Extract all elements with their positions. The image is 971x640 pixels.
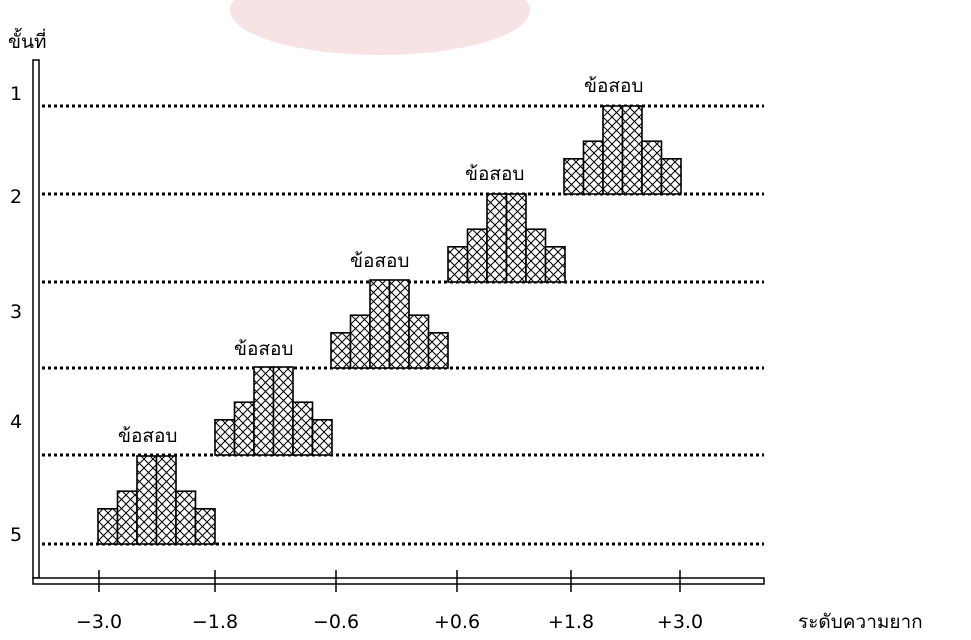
axes: ขั้นที่ ระดับความยาก bbox=[8, 28, 923, 633]
histogram-bar bbox=[136, 455, 158, 545]
x-tick-label: +3.0 bbox=[657, 611, 703, 633]
item-bank-label: ข้อสอบ bbox=[465, 163, 524, 185]
watermark bbox=[230, 0, 530, 55]
histogram-bar bbox=[253, 366, 275, 456]
x-ticks bbox=[98, 570, 681, 592]
histogram-bar bbox=[525, 228, 547, 283]
x-tick-label: +0.6 bbox=[434, 611, 480, 633]
item-bank-label: ข้อสอบ bbox=[584, 75, 643, 97]
histogram-bar bbox=[602, 105, 624, 195]
histogram-bar bbox=[408, 314, 430, 369]
item-histograms bbox=[97, 105, 682, 545]
x-axis-bar bbox=[32, 577, 765, 585]
item-bank-label: ข้อสอบ bbox=[350, 250, 409, 272]
item-bank-label: ข้อสอบ bbox=[118, 425, 177, 447]
histogram-bar bbox=[311, 418, 333, 456]
item-histogram-level-3 bbox=[330, 279, 449, 369]
histogram-bar bbox=[349, 314, 371, 369]
histogram-bar bbox=[233, 401, 255, 456]
histogram-bar bbox=[272, 366, 294, 456]
histogram-bar bbox=[155, 455, 177, 545]
histogram-bar bbox=[563, 158, 585, 195]
histogram-bar bbox=[388, 279, 410, 369]
item-histogram-level-2 bbox=[447, 193, 566, 283]
y-axis-title: ขั้นที่ bbox=[8, 28, 47, 53]
histogram-bar bbox=[369, 279, 391, 369]
level-numbers: 1 2 3 4 5 bbox=[10, 83, 22, 546]
histogram-bar bbox=[641, 140, 663, 195]
y-axis-bar bbox=[32, 59, 40, 579]
item-bank-label: ข้อสอบ bbox=[234, 338, 293, 360]
histogram-bar bbox=[292, 401, 314, 456]
histogram-bar bbox=[582, 140, 604, 195]
histogram-bar bbox=[97, 507, 119, 545]
item-bank-labels: ข้อสอบ ข้อสอบ ข้อสอบ ข้อสอบ ข้อสอบ bbox=[118, 75, 643, 447]
x-tick-label: −1.8 bbox=[192, 611, 238, 633]
level-number-5: 5 bbox=[10, 524, 22, 546]
histogram-bar bbox=[466, 228, 488, 283]
histogram-bar bbox=[660, 158, 682, 195]
histogram-bar bbox=[116, 490, 138, 545]
histogram-bar bbox=[486, 193, 508, 283]
item-histogram-level-5 bbox=[97, 455, 216, 545]
histogram-bar bbox=[544, 246, 566, 283]
x-tick-label: −0.6 bbox=[313, 611, 359, 633]
x-tick-label: −3.0 bbox=[76, 611, 122, 633]
item-histogram-level-1 bbox=[563, 105, 682, 195]
level-number-2: 2 bbox=[10, 186, 22, 208]
histogram-bar bbox=[214, 418, 236, 456]
x-tick-labels: −3.0 −1.8 −0.6 +0.6 +1.8 +3.0 bbox=[76, 611, 703, 633]
histogram-bar bbox=[330, 331, 352, 369]
item-histogram-level-4 bbox=[214, 366, 333, 456]
histogram-bar bbox=[621, 105, 643, 195]
histogram-bar bbox=[505, 193, 527, 283]
x-axis-title: ระดับความยาก bbox=[798, 611, 923, 633]
x-tick-label: +1.8 bbox=[548, 611, 594, 633]
level-number-1: 1 bbox=[10, 83, 22, 105]
level-number-3: 3 bbox=[10, 301, 22, 323]
histogram-bar bbox=[194, 507, 216, 545]
level-number-4: 4 bbox=[10, 411, 22, 433]
histogram-bar bbox=[175, 490, 197, 545]
histogram-bar bbox=[427, 331, 449, 369]
histogram-bar bbox=[447, 246, 469, 283]
